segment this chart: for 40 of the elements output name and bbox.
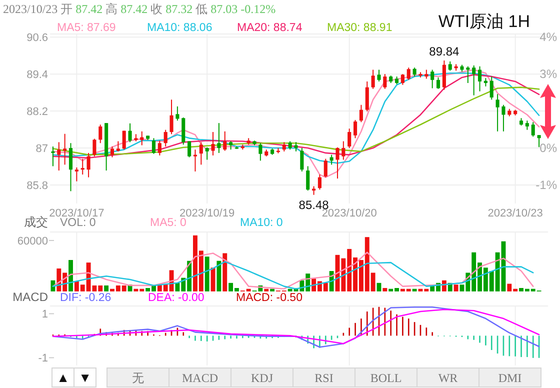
text: WR [438, 371, 458, 385]
text: MA10: 0 [240, 217, 283, 229]
y2-tick-label: 0% [540, 141, 558, 156]
text: MA5: 0 [150, 217, 186, 229]
annotation: 89.84 [429, 44, 460, 59]
y-tick-label: 85.8 [26, 180, 48, 192]
y-tick-label: 87 [36, 143, 48, 156]
y-tick-label: 89.4 [26, 69, 48, 82]
text: MA10: 88.06 [147, 22, 212, 34]
text: DEA: -0.00 [148, 292, 204, 304]
text: 2023/10/23 开 87.42 高 87.42 收 87.32 低 87.03 -0.12% [3, 2, 276, 16]
x-tick-label: 2023/10/17 [49, 208, 104, 220]
text: ▲ [56, 370, 70, 385]
text: DMI [498, 371, 522, 385]
text: BOLL [370, 371, 402, 385]
text: DIF: -0.26 [60, 292, 112, 304]
y2-tick-label: 3% [540, 67, 558, 82]
text: MACD [182, 371, 218, 385]
chart-title: MACD [12, 290, 48, 304]
text: MA30: 88.91 [327, 22, 392, 34]
y-tick-label: 60000 [17, 235, 48, 248]
y-tick-label: 90.6 [26, 32, 48, 44]
text: KDJ [250, 371, 274, 385]
text: RSI [314, 371, 334, 385]
text: VOL: 0 [60, 217, 96, 229]
y-tick-label: 88.2 [26, 106, 48, 118]
y2-tick-label: -1% [536, 178, 558, 192]
y-tick-label: -1 [38, 352, 48, 365]
text: MA20: 88.74 [237, 22, 303, 34]
text: MA5: 87.69 [57, 22, 116, 34]
chart-title: 成交 [24, 215, 48, 229]
y-tick-label: 1 [42, 308, 48, 321]
text: 无 [132, 371, 144, 385]
text: ▼ [78, 370, 92, 385]
text: MACD: -0.50 [236, 292, 302, 304]
x-tick-label: 2023/10/19 [180, 208, 235, 220]
y2-tick-label: 4% [540, 30, 558, 44]
chart-title: WTI原油 1H [438, 12, 530, 31]
x-tick-label: 2023/10/23 [488, 208, 543, 220]
x-tick-label: 2023/10/20 [322, 208, 377, 220]
